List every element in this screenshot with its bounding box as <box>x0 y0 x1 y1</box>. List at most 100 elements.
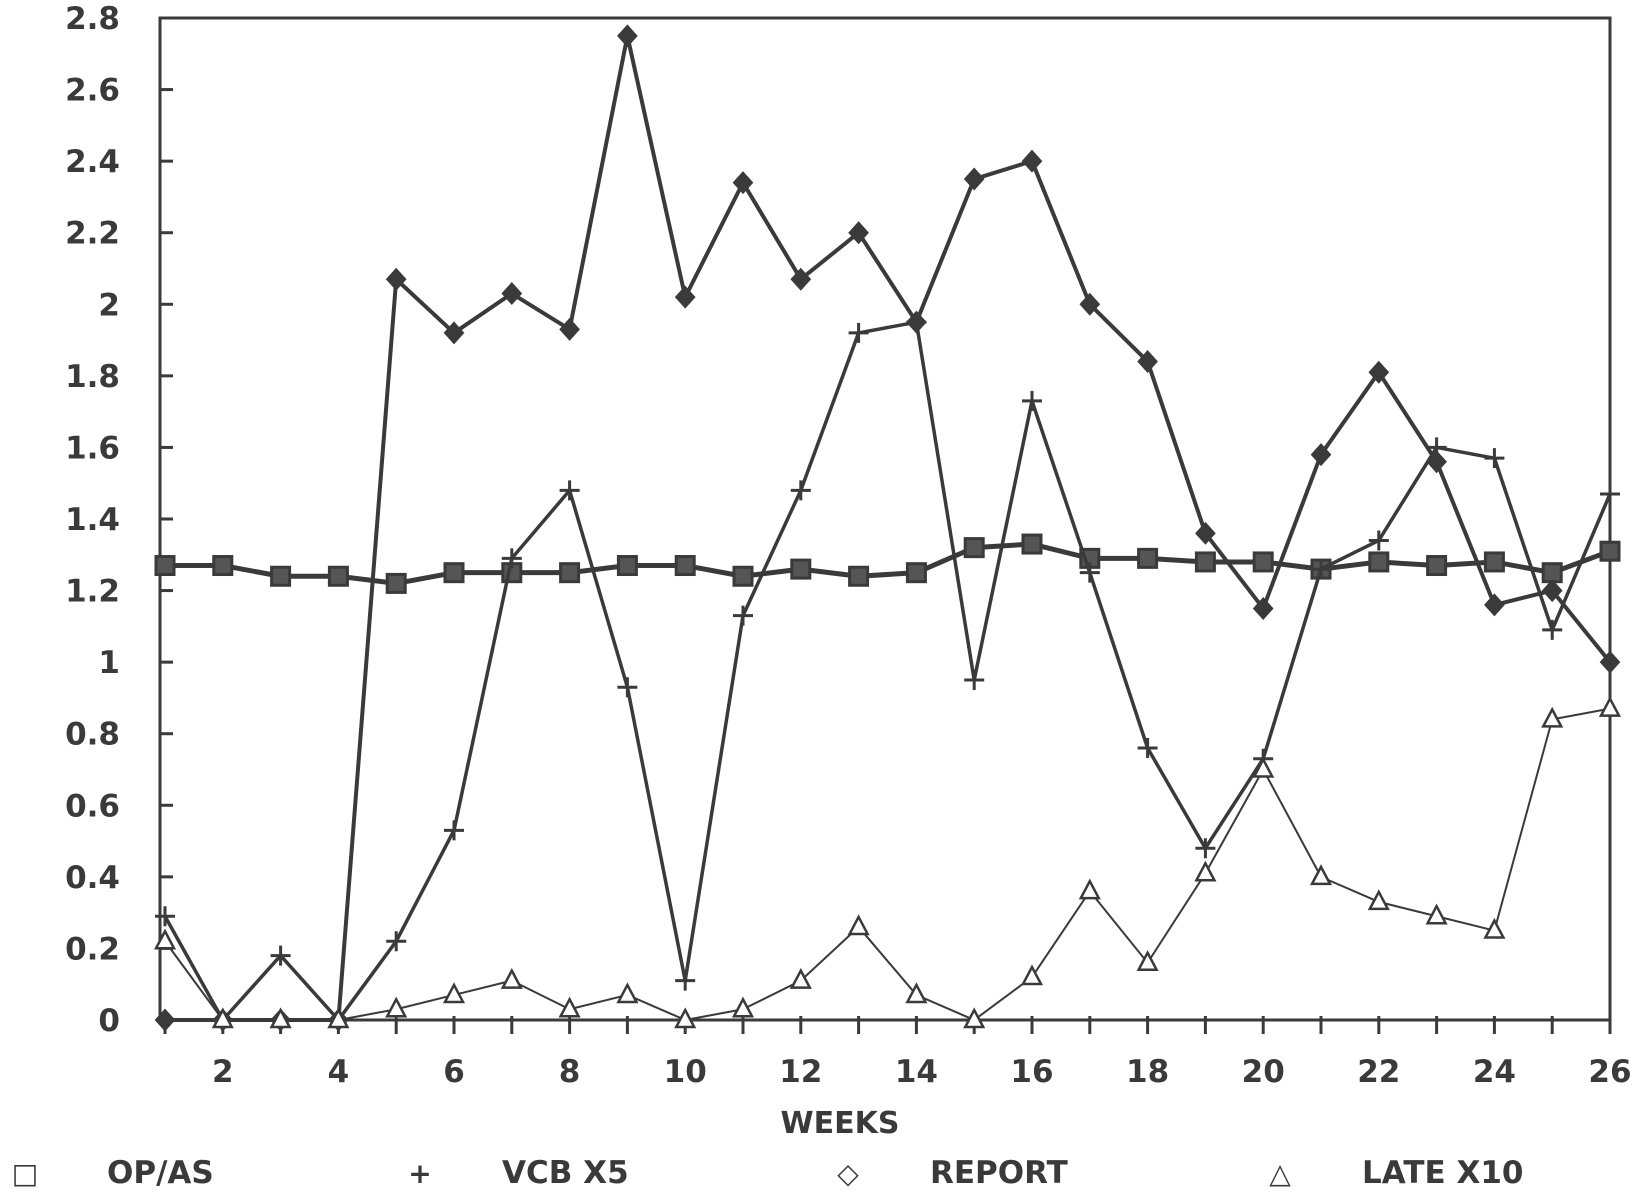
y-tick-label: 0.6 <box>65 788 120 824</box>
x-tick-label: 22 <box>1357 1054 1400 1090</box>
data-point <box>848 322 869 343</box>
y-axis: 0 0.2 0.4 0.6 0.8 1 1.2 1.4 1.6 1.8 2 2.2 2.4 2.6 2.8 <box>65 1 173 1039</box>
legend-label: REPORT <box>930 1155 1068 1191</box>
data-point <box>790 558 812 580</box>
x-tick-label: 20 <box>1242 1054 1285 1090</box>
data-point <box>674 285 696 309</box>
x-tick-label: 24 <box>1473 1054 1516 1090</box>
y-tick-label: 1.6 <box>65 430 120 466</box>
data-point <box>1600 483 1620 504</box>
x-tick-label: 14 <box>895 1054 938 1090</box>
data-point <box>269 1007 292 1029</box>
data-point <box>385 572 407 594</box>
data-point <box>270 945 291 966</box>
data-point <box>559 562 581 584</box>
data-point <box>964 670 985 691</box>
x-axis: 2 4 6 8 10 12 14 16 18 20 22 24 26 <box>163 1016 1632 1090</box>
data-point <box>501 548 522 569</box>
data-point <box>731 996 755 1018</box>
series-layer <box>153 24 1622 1032</box>
series-line <box>163 320 1612 1022</box>
legend-label: VCB X5 <box>502 1155 629 1191</box>
data-point <box>1599 650 1621 674</box>
data-point <box>789 967 812 989</box>
data-point <box>1137 350 1158 374</box>
data-point <box>790 480 811 501</box>
x-tick-label: 2 <box>212 1054 234 1090</box>
data-point <box>1252 596 1274 620</box>
data-point <box>732 565 754 587</box>
x-tick-label: 16 <box>1010 1054 1053 1090</box>
x-tick-label: 4 <box>328 1054 350 1090</box>
y-tick-label: 2.2 <box>65 216 120 252</box>
data-point <box>1483 917 1506 939</box>
data-point <box>386 931 407 952</box>
data-point <box>1252 551 1274 573</box>
data-point <box>733 605 753 626</box>
data-point <box>1079 292 1101 316</box>
legend-triangle-icon: △ <box>1269 1157 1291 1190</box>
data-point <box>1541 579 1563 603</box>
y-tick-label: 1.2 <box>65 574 120 610</box>
data-point <box>1309 864 1333 886</box>
data-point <box>443 321 465 345</box>
x-tick-label: 12 <box>779 1054 822 1090</box>
data-point <box>1541 706 1564 728</box>
data-point <box>1426 555 1448 577</box>
x-tick-label: 18 <box>1126 1054 1169 1090</box>
series-line <box>164 707 1611 1021</box>
data-point <box>1137 738 1158 759</box>
data-point <box>1020 964 1044 986</box>
data-point <box>327 565 349 587</box>
x-tick-label: 6 <box>443 1054 465 1090</box>
data-point <box>848 565 870 587</box>
data-point <box>1252 756 1275 778</box>
data-point <box>617 24 638 48</box>
data-point <box>270 565 292 587</box>
y-tick-label: 2.6 <box>65 73 120 109</box>
data-point <box>963 167 985 191</box>
data-point <box>1425 903 1448 925</box>
y-tick-label: 0 <box>98 1003 120 1039</box>
data-point <box>385 267 407 291</box>
data-point <box>154 555 176 577</box>
data-point <box>1483 551 1505 573</box>
series-op-as <box>154 533 1621 594</box>
data-point <box>1426 450 1447 474</box>
y-tick-label: 0.4 <box>65 860 120 896</box>
data-point <box>1311 559 1331 580</box>
data-point <box>385 996 408 1018</box>
data-point <box>558 996 581 1018</box>
data-point <box>559 317 580 341</box>
data-point <box>847 914 870 936</box>
data-point <box>1194 551 1216 573</box>
data-point <box>905 562 927 584</box>
data-point <box>1542 619 1563 640</box>
legend-square-icon: □ <box>12 1157 38 1190</box>
data-point <box>211 1007 234 1029</box>
y-tick-label: 0.2 <box>65 931 120 967</box>
data-point <box>1484 593 1505 617</box>
data-point <box>732 171 754 195</box>
series-line <box>165 541 1611 586</box>
series-late-x10 <box>153 695 1622 1029</box>
data-point <box>559 480 580 501</box>
data-point <box>501 282 523 306</box>
data-point <box>1368 360 1390 384</box>
data-point <box>1368 530 1389 551</box>
data-point <box>154 1008 176 1032</box>
data-point <box>1137 547 1159 569</box>
y-tick-label: 0.8 <box>65 717 120 753</box>
x-tick-label: 10 <box>664 1054 707 1090</box>
data-point <box>616 555 638 577</box>
series-report <box>154 24 1621 1032</box>
data-point <box>1195 521 1216 545</box>
data-point <box>1368 551 1390 573</box>
data-point <box>212 555 234 577</box>
data-point <box>848 221 869 245</box>
y-tick-label: 2 <box>98 287 120 323</box>
data-point <box>617 677 638 698</box>
data-point <box>442 982 466 1004</box>
